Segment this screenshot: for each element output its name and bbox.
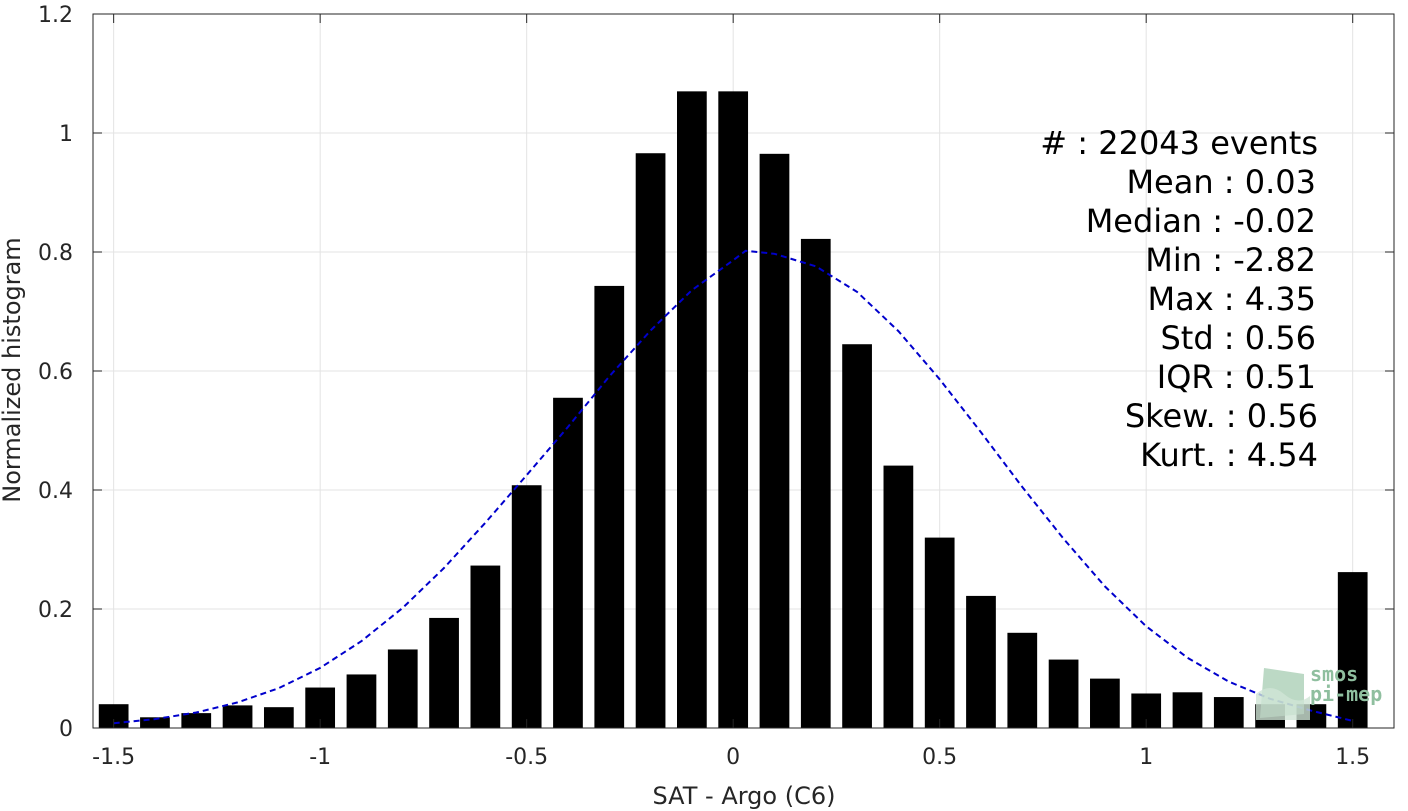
- x-tick-label: 0: [726, 745, 740, 770]
- stat-kurt: Kurt. : 4.54: [1140, 436, 1318, 474]
- histogram-bar: [1048, 659, 1079, 728]
- histogram-bar: [222, 705, 253, 728]
- stat-std: Std : 0.56: [1160, 319, 1316, 357]
- histogram-bar: [1337, 572, 1368, 728]
- histogram-bar: [181, 713, 212, 728]
- histogram-bar: [1090, 678, 1120, 728]
- histogram-bar: [511, 485, 542, 728]
- x-tick-label: 0.5: [922, 745, 957, 770]
- histogram-bar: [800, 238, 831, 728]
- x-tick-label: 1: [1139, 745, 1153, 770]
- histogram-bar: [718, 91, 749, 729]
- y-tick-label: 1: [59, 122, 73, 147]
- x-tick-label: -1: [309, 745, 331, 770]
- y-tick-label: 0.2: [38, 598, 73, 623]
- axis-ticks: [93, 13, 1394, 729]
- histogram-bar: [924, 537, 955, 728]
- stat-min: Min : -2.82: [1145, 241, 1316, 279]
- wave-logo-icon: [1256, 668, 1310, 720]
- histogram-bar: [387, 649, 418, 728]
- x-tick-labels: -1.5 -1 -0.5 0 0.5 1 1.5: [92, 745, 1370, 770]
- smos-pi-mep-logo: smos pi-mep: [1254, 664, 1394, 722]
- histogram-bar: [140, 717, 170, 728]
- x-axis-label: SAT - Argo (C6): [653, 782, 836, 810]
- histogram-bar: [594, 285, 625, 728]
- y-tick-label: 0.8: [38, 241, 73, 266]
- y-tick-label: 0.6: [38, 360, 73, 385]
- stat-skew: Skew. : 0.56: [1124, 397, 1318, 435]
- stat-max: Max : 4.35: [1147, 280, 1316, 318]
- x-tick-label: -1.5: [92, 745, 135, 770]
- logo-text-smos: smos: [1310, 662, 1359, 686]
- histogram-bar: [429, 617, 459, 728]
- stat-events: # : 22043 events: [1040, 124, 1318, 162]
- histogram-bar: [553, 397, 583, 728]
- statistics-box: # : 22043 events Mean : 0.03 Median : -0…: [960, 124, 1320, 475]
- normal-fit-curve: [113, 249, 1353, 725]
- histogram-bar: [470, 565, 501, 728]
- logo-text-pi-mep: pi-mep: [1310, 682, 1383, 706]
- stat-mean: Mean : 0.03: [1126, 163, 1316, 201]
- x-tick-label: -0.5: [505, 745, 548, 770]
- histogram-bar: [263, 707, 294, 728]
- histogram-bar: [635, 153, 666, 729]
- stat-iqr: IQR : 0.51: [1156, 358, 1316, 396]
- histogram-bar: [1213, 697, 1244, 728]
- histogram-bar: [677, 91, 707, 729]
- histogram-bar: [966, 595, 996, 728]
- histogram-bar: [883, 465, 914, 728]
- histogram-bar: [98, 704, 129, 728]
- stat-median: Median : -0.02: [1085, 202, 1316, 240]
- y-tick-label: 0.4: [38, 479, 73, 504]
- histogram-bar: [842, 344, 872, 728]
- y-tick-label: 1.2: [38, 3, 73, 28]
- x-tick-label: 1.5: [1335, 745, 1370, 770]
- histogram-bar: [1172, 692, 1203, 728]
- y-axis-label: Normalized histogram: [0, 237, 26, 502]
- histogram-bar: [346, 674, 377, 728]
- y-tick-label: 0: [59, 717, 73, 742]
- histogram-bar: [1007, 632, 1038, 728]
- histogram-bar: [759, 153, 790, 728]
- y-tick-labels: 0 0.2 0.4 0.6 0.8 1 1.2: [38, 3, 73, 742]
